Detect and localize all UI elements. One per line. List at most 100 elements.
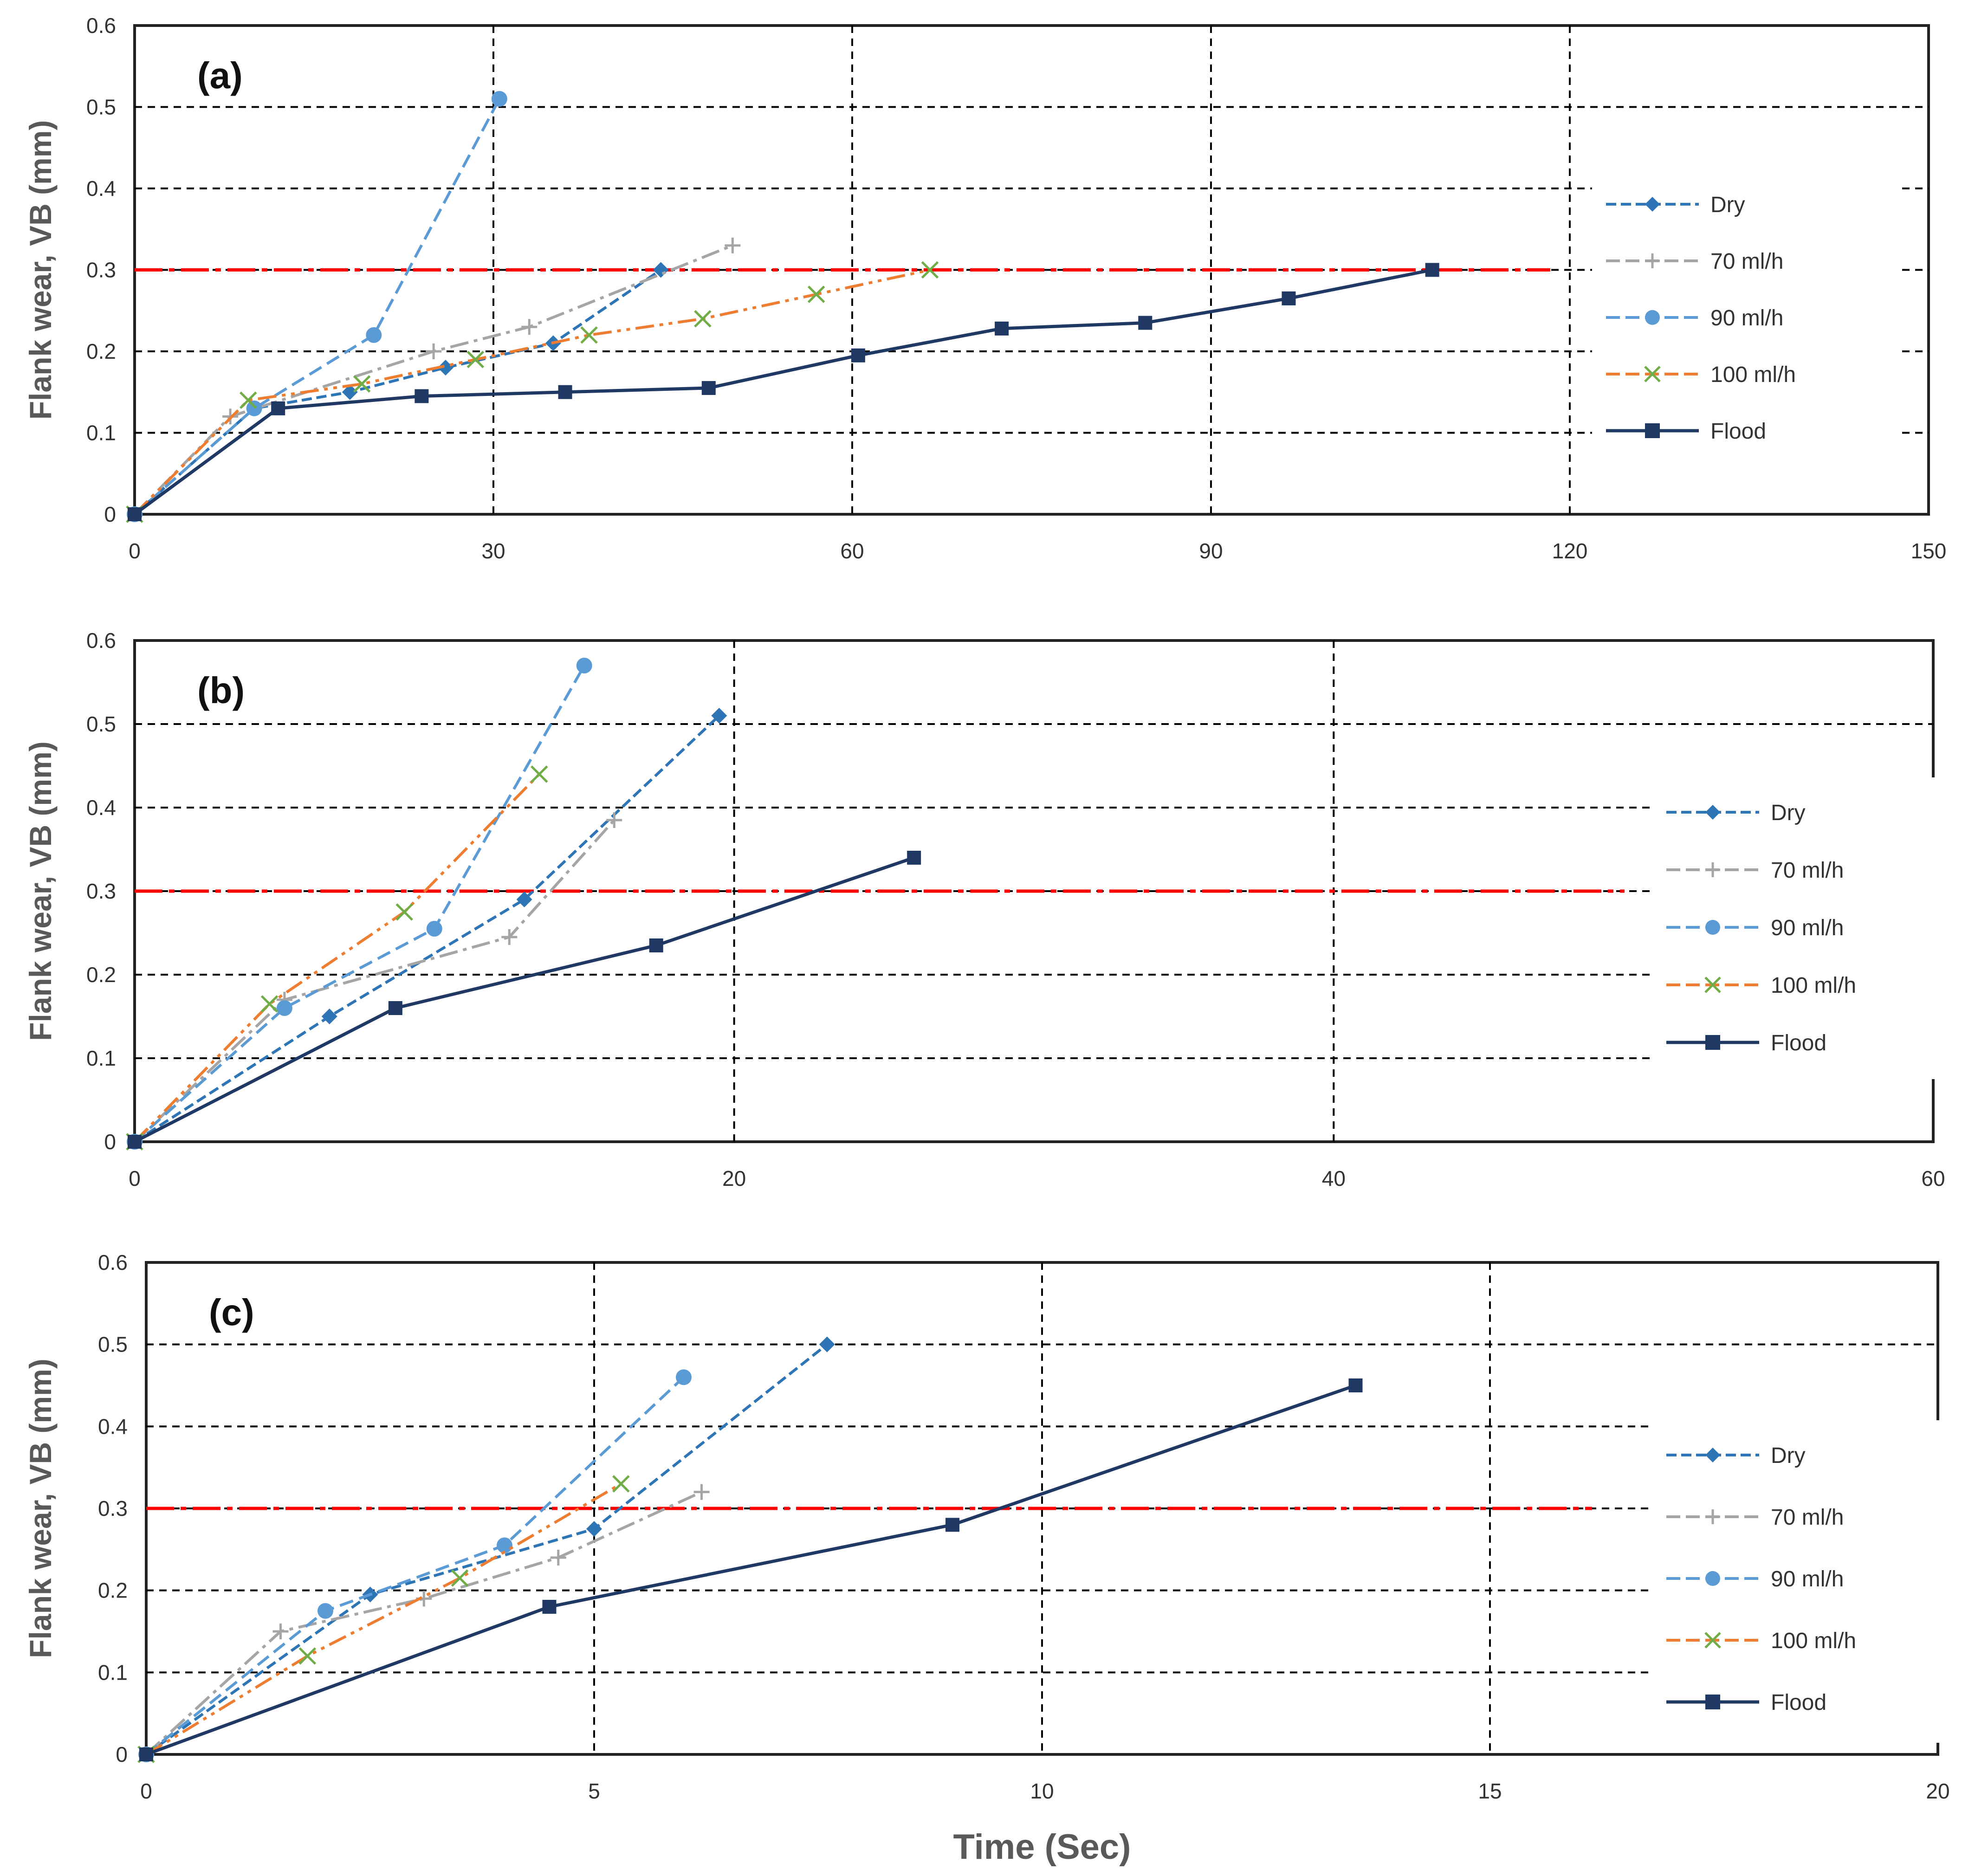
data-point-flood xyxy=(907,851,921,865)
legend-label: 70 ml/h xyxy=(1710,249,1783,274)
y-axis-label: Flank wear, VB (mm) xyxy=(23,1358,58,1658)
data-point-70-ml-h xyxy=(272,1624,289,1639)
x-tick-label: 15 xyxy=(1478,1779,1502,1803)
data-point-dry xyxy=(321,1009,337,1024)
x-tick-label: 30 xyxy=(481,539,505,563)
series-line-flood xyxy=(145,1384,1356,1756)
series-line-90-ml-h xyxy=(145,1376,685,1756)
y-tick-label: 0.5 xyxy=(98,1333,128,1357)
legend-label: 90 ml/h xyxy=(1771,916,1844,940)
x-tick-label: 40 xyxy=(1322,1166,1346,1190)
data-point-90-ml-h xyxy=(317,1603,333,1619)
series-line-90-ml-h xyxy=(134,665,586,1143)
series-line-dry xyxy=(134,269,662,516)
legend-label: Dry xyxy=(1771,801,1806,825)
data-point-70-ml-h xyxy=(606,812,622,828)
data-point-100-ml-h xyxy=(298,1647,317,1665)
data-point-flood xyxy=(945,1518,959,1532)
x-tick-label: 20 xyxy=(722,1166,746,1190)
panel-label: (b) xyxy=(197,670,245,711)
data-point-70-ml-h xyxy=(501,929,518,945)
data-point-70-ml-h xyxy=(725,237,741,253)
x-tick-label: 10 xyxy=(1030,1779,1054,1803)
data-point-70-ml-h xyxy=(550,1550,566,1565)
x-tick-label: 150 xyxy=(1911,539,1947,563)
data-point-dry xyxy=(711,708,727,724)
legend-label: 90 ml/h xyxy=(1710,306,1783,330)
x-tick-label: 60 xyxy=(1921,1166,1945,1190)
y-tick-label: 0.3 xyxy=(86,258,116,282)
legend-marker xyxy=(1705,1695,1720,1709)
data-point-flood xyxy=(995,321,1009,336)
legend-marker xyxy=(1645,253,1660,268)
y-tick-label: 0.1 xyxy=(86,1046,116,1070)
data-point-dry xyxy=(586,1521,602,1537)
x-tick-label: 60 xyxy=(840,539,864,563)
y-tick-label: 0.4 xyxy=(86,176,116,201)
data-point-dry xyxy=(437,360,453,376)
legend-box xyxy=(1652,1420,1959,1743)
data-point-dry xyxy=(342,384,358,400)
legend-marker xyxy=(1704,1632,1721,1649)
data-point-100-ml-h xyxy=(694,310,712,328)
y-axis-label: Flank wear, VB (mm) xyxy=(23,741,58,1041)
data-point-flood xyxy=(128,507,142,521)
legend-label: Flood xyxy=(1710,419,1766,444)
x-tick-label: 20 xyxy=(1926,1779,1949,1803)
series-line-dry xyxy=(145,1343,828,1756)
data-point-90-ml-h xyxy=(366,327,382,343)
data-point-100-ml-h xyxy=(240,391,257,409)
legend-marker xyxy=(1705,1448,1720,1462)
data-point-flood xyxy=(128,1135,142,1149)
y-tick-label: 0.2 xyxy=(98,1578,128,1603)
chart-panel-2: 0 0.1 0.2 0.3 0.4 0.5 0.6 0 20 40 60 (b) Flank wear,… xyxy=(23,628,1959,1190)
data-point-90-ml-h xyxy=(491,91,507,107)
y-axis-label: Flank wear, VB (mm) xyxy=(23,120,58,420)
x-axis-label: Time (Sec) xyxy=(953,1827,1131,1867)
data-point-90-ml-h xyxy=(497,1537,512,1553)
data-point-100-ml-h xyxy=(451,1569,469,1587)
data-point-90-ml-h xyxy=(676,1369,692,1385)
data-point-flood xyxy=(649,938,663,952)
data-point-flood xyxy=(1138,316,1153,330)
data-point-flood xyxy=(388,1001,402,1015)
series-line-flood xyxy=(134,856,915,1144)
data-point-100-ml-h xyxy=(466,350,485,369)
x-tick-label: 120 xyxy=(1552,539,1588,563)
panel-label: (c) xyxy=(209,1292,254,1333)
legend-box xyxy=(1652,777,1959,1079)
legend-marker xyxy=(1705,1509,1720,1524)
series-line-dry xyxy=(134,714,720,1143)
data-point-100-ml-h xyxy=(260,995,278,1013)
series-line-90-ml-h xyxy=(134,98,501,516)
data-point-flood xyxy=(1348,1378,1363,1392)
legend-marker xyxy=(1705,805,1720,820)
x-tick-label: 0 xyxy=(129,1166,141,1190)
y-tick-label: 0.1 xyxy=(86,421,116,445)
data-point-flood xyxy=(542,1600,557,1614)
legend-label: Dry xyxy=(1710,193,1745,217)
legend-marker xyxy=(1645,310,1660,325)
y-tick-label: 0.1 xyxy=(98,1660,128,1684)
y-tick-label: 0 xyxy=(104,502,116,526)
data-point-70-ml-h xyxy=(693,1484,710,1500)
legend-label: Dry xyxy=(1771,1443,1806,1468)
legend-label: 100 ml/h xyxy=(1771,1629,1856,1653)
y-tick-label: 0 xyxy=(104,1130,116,1154)
legend-label: 90 ml/h xyxy=(1771,1567,1844,1591)
y-tick-label: 0.6 xyxy=(98,1250,128,1274)
legend-marker xyxy=(1645,197,1660,212)
y-tick-label: 0.6 xyxy=(86,628,116,653)
y-tick-label: 0.5 xyxy=(86,95,116,119)
legend-marker xyxy=(1705,862,1720,877)
legend-marker xyxy=(1704,977,1721,993)
data-point-flood xyxy=(701,381,716,395)
data-point-100-ml-h xyxy=(531,765,548,783)
y-tick-label: 0.4 xyxy=(86,796,116,820)
series-line-100-ml-h xyxy=(145,1482,622,1756)
data-point-flood xyxy=(851,348,865,362)
data-point-90-ml-h xyxy=(276,1000,292,1016)
series-line-100-ml-h xyxy=(133,773,541,1143)
y-tick-label: 0.3 xyxy=(86,879,116,903)
